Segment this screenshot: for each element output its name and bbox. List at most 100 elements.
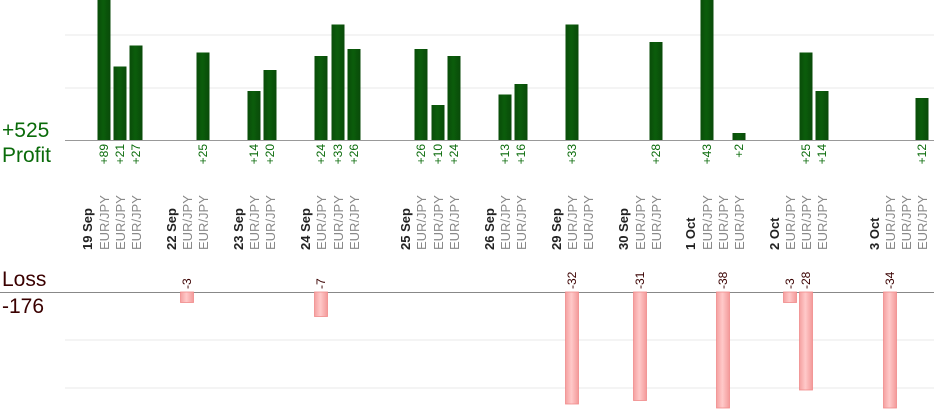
- profit-bar: [129, 45, 143, 140]
- profit-bar: [97, 0, 111, 140]
- profit-bar: [314, 56, 328, 140]
- pair-tick-label: EUR/JPY: [247, 195, 262, 250]
- date-tick-label: 26 Sep: [482, 208, 497, 250]
- profit-value-label: +2: [732, 144, 746, 158]
- profit-value-label: +21: [113, 144, 127, 165]
- loss-value-label: -31: [633, 271, 647, 289]
- loss-value-label: -3: [180, 278, 194, 289]
- profit-bar: [263, 70, 277, 140]
- profit-bar: [498, 94, 512, 140]
- pair-tick-label: EUR/JPY: [431, 195, 446, 250]
- pair-tick-label: EUR/JPY: [799, 195, 814, 250]
- profit-value-label: +10: [431, 144, 445, 165]
- profit-bar: [815, 91, 829, 140]
- profit-bar: [196, 52, 210, 140]
- profit-bar: [700, 0, 714, 140]
- loss-bar: [799, 291, 813, 391]
- profit-value-label: +89: [97, 144, 111, 165]
- pair-tick-label: EUR/JPY: [899, 195, 914, 250]
- profit-bar: [347, 49, 361, 140]
- loss-word-label: Loss: [2, 268, 47, 291]
- date-tick-label: 3 Oct: [867, 217, 882, 250]
- loss-value-label: -38: [716, 271, 730, 289]
- profit-bar: [732, 133, 746, 140]
- profit-value-label: +33: [331, 144, 345, 165]
- pair-tick-label: EUR/JPY: [498, 195, 513, 250]
- pair-tick-label: EUR/JPY: [97, 195, 112, 250]
- date-tick-label: 23 Sep: [231, 208, 246, 250]
- loss-value-label: -32: [565, 271, 579, 289]
- profit-bar: [431, 105, 445, 140]
- profit-value-label: +25: [196, 144, 210, 165]
- profit-value-label: +33: [565, 144, 579, 165]
- profit-bar: [113, 66, 127, 140]
- profit-total-label: +525: [2, 119, 50, 142]
- profit-bar: [915, 98, 929, 140]
- loss-value-label: -34: [883, 271, 897, 289]
- profit-bar: [799, 52, 813, 140]
- pair-tick-label: EUR/JPY: [447, 195, 462, 250]
- date-tick-label: 22 Sep: [164, 208, 179, 250]
- profit-value-label: +14: [815, 144, 829, 165]
- profit-word-label: Profit: [2, 144, 52, 167]
- loss-bar: [180, 291, 194, 303]
- date-tick-label: 24 Sep: [298, 208, 313, 250]
- profit-value-label: +12: [915, 144, 929, 165]
- pair-tick-label: EUR/JPY: [414, 195, 429, 250]
- loss-value-label: -7: [314, 278, 328, 289]
- profit-value-label: +43: [700, 144, 714, 165]
- loss-bar: [716, 291, 730, 409]
- pair-tick-label: EUR/JPY: [783, 195, 798, 250]
- date-tick-label: 30 Sep: [616, 208, 631, 250]
- loss-total-label: -176: [2, 295, 45, 318]
- pair-tick-label: EUR/JPY: [113, 195, 128, 250]
- loss-value-label: -28: [799, 271, 813, 289]
- pair-tick-label: EUR/JPY: [347, 195, 362, 250]
- profit-bar: [565, 24, 579, 140]
- date-tick-label: 1 Oct: [683, 217, 698, 250]
- pair-tick-label: EUR/JPY: [581, 195, 596, 250]
- pair-tick-label: EUR/JPY: [129, 195, 144, 250]
- loss-bar: [633, 291, 647, 401]
- profit-value-label: +24: [447, 144, 461, 165]
- profit-value-label: +25: [799, 144, 813, 165]
- loss-bar: [883, 291, 897, 409]
- pair-tick-label: EUR/JPY: [915, 195, 930, 250]
- profit-bar: [331, 24, 345, 140]
- date-tick-label: 2 Oct: [767, 217, 782, 250]
- loss-bar: [783, 291, 797, 303]
- pair-tick-label: EUR/JPY: [565, 195, 580, 250]
- profit-bar: [414, 49, 428, 140]
- loss-value-label: -3: [783, 278, 797, 289]
- profit-value-label: +26: [347, 144, 361, 165]
- pair-tick-label: EUR/JPY: [314, 195, 329, 250]
- profit-value-label: +20: [263, 144, 277, 165]
- profit-bar: [649, 42, 663, 140]
- loss-bar: [314, 291, 328, 317]
- profit-bar: [447, 56, 461, 140]
- loss-bar: [565, 291, 579, 405]
- pair-tick-label: EUR/JPY: [716, 195, 731, 250]
- profit-value-label: +27: [129, 144, 143, 165]
- profit-value-label: +14: [247, 144, 261, 165]
- pair-tick-label: EUR/JPY: [633, 195, 648, 250]
- profit-value-label: +16: [514, 144, 528, 165]
- pair-tick-label: EUR/JPY: [732, 195, 747, 250]
- profit-value-label: +13: [498, 144, 512, 165]
- date-tick-label: 19 Sep: [80, 208, 95, 250]
- pair-tick-label: EUR/JPY: [331, 195, 346, 250]
- pair-tick-label: EUR/JPY: [649, 195, 664, 250]
- profit-bar: [514, 84, 528, 140]
- date-tick-label: 29 Sep: [549, 208, 564, 250]
- profit-value-label: +24: [314, 144, 328, 165]
- pair-tick-label: EUR/JPY: [180, 195, 195, 250]
- pair-tick-label: EUR/JPY: [196, 195, 211, 250]
- date-tick-label: 25 Sep: [398, 208, 413, 250]
- profit-bar: [247, 91, 261, 140]
- profit-value-label: +26: [414, 144, 428, 165]
- pair-tick-label: EUR/JPY: [700, 195, 715, 250]
- profit-value-label: +28: [649, 144, 663, 165]
- pair-tick-label: EUR/JPY: [883, 195, 898, 250]
- pair-tick-label: EUR/JPY: [514, 195, 529, 250]
